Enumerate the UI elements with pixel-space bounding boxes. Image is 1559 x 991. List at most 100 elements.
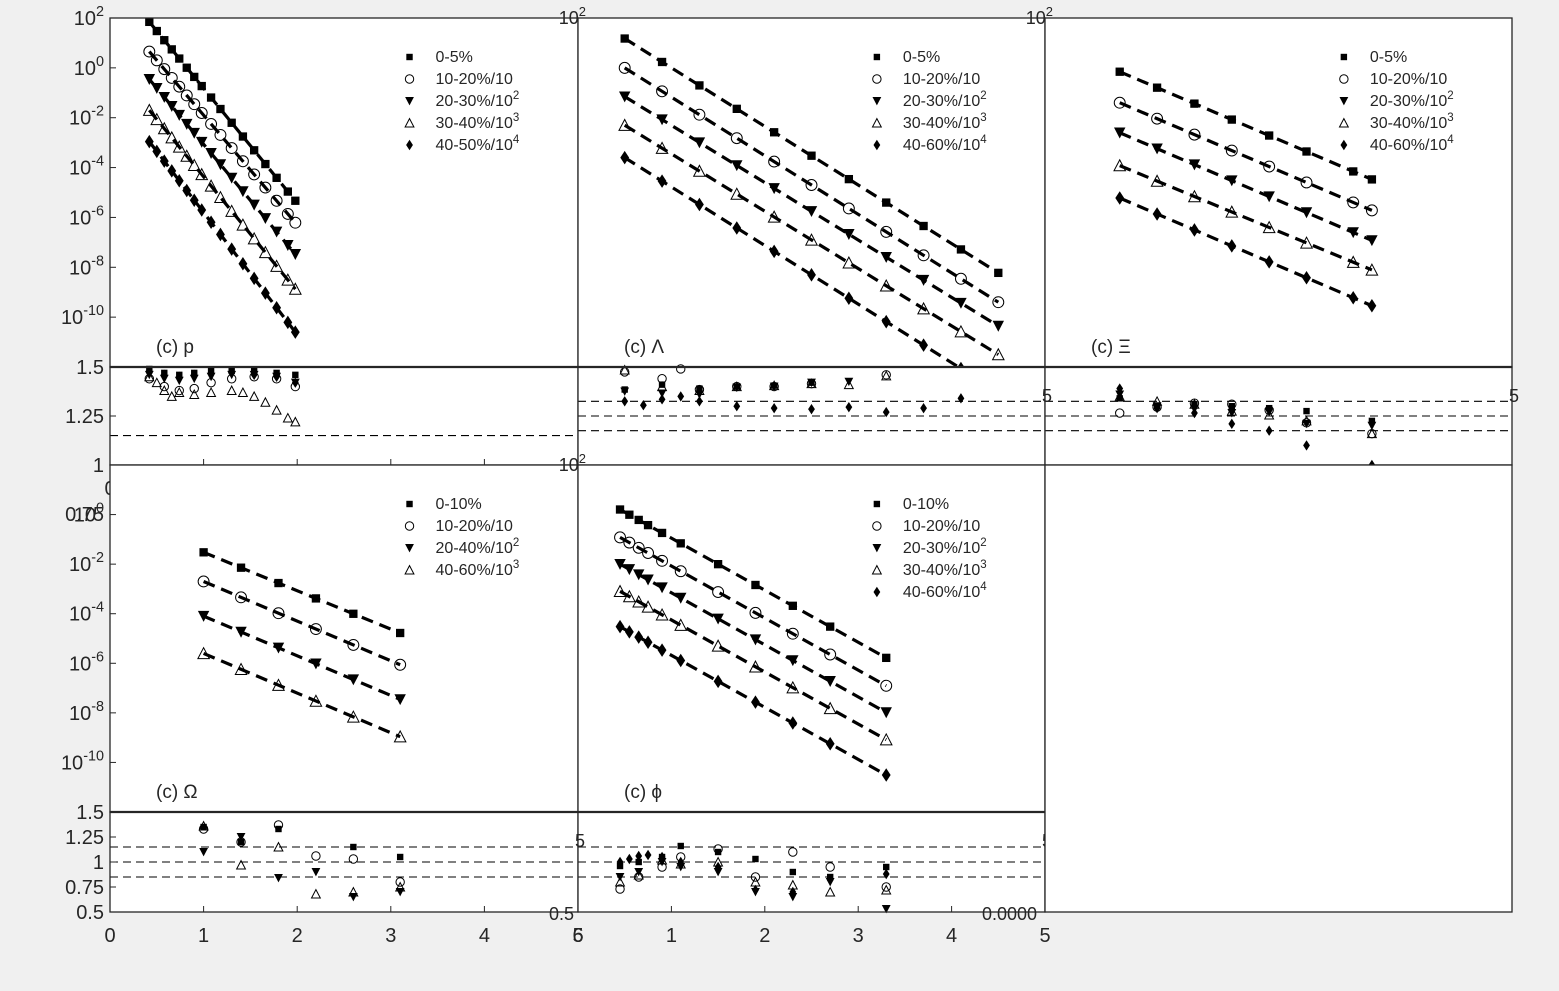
ratio-point xyxy=(274,874,283,883)
data-point xyxy=(731,160,743,172)
ratio-point xyxy=(1303,407,1310,415)
ratio-point xyxy=(826,874,834,886)
legend-label: 20-30%/102 xyxy=(1370,90,1454,110)
data-point xyxy=(787,655,799,667)
data-point xyxy=(225,172,238,184)
data-point xyxy=(880,679,893,692)
ratio-point xyxy=(151,377,163,388)
ratio-point xyxy=(752,855,759,863)
data-point xyxy=(270,259,284,272)
data-point xyxy=(260,286,270,300)
ratio-point xyxy=(199,848,208,857)
data-point xyxy=(172,140,186,153)
ratio-point xyxy=(1115,390,1125,399)
series-3 xyxy=(1113,158,1379,276)
data-point xyxy=(695,81,704,90)
data-point xyxy=(732,104,741,113)
ratio-y-tick-label: 1.5 xyxy=(76,357,104,379)
x-tick-label: 3 xyxy=(853,925,864,947)
data-point xyxy=(216,227,225,242)
data-point xyxy=(1262,220,1276,234)
fit-line xyxy=(202,614,401,701)
ratio-point xyxy=(200,823,207,831)
ratio-point xyxy=(789,868,797,876)
data-point xyxy=(272,300,282,315)
data-point xyxy=(1225,144,1238,157)
ratio-point xyxy=(614,876,626,887)
data-point xyxy=(205,148,217,159)
data-point xyxy=(692,164,706,177)
data-point xyxy=(1264,255,1274,269)
data-point xyxy=(786,680,800,694)
legend-marker xyxy=(404,117,415,128)
data-point xyxy=(655,607,669,621)
data-point xyxy=(187,158,201,171)
data-point xyxy=(880,251,892,263)
data-point xyxy=(236,155,249,168)
data-point xyxy=(182,183,192,198)
data-point xyxy=(282,240,294,251)
legend-label: 0-10% xyxy=(903,496,949,513)
ratio-y-tick-label: 1.5 xyxy=(76,802,104,824)
data-point xyxy=(270,194,283,207)
ratio-point xyxy=(1367,421,1377,431)
ratio-point xyxy=(248,390,260,401)
overlap-tick-label: 102 xyxy=(559,4,586,28)
ratio-point xyxy=(160,369,168,381)
ratio-point xyxy=(1264,408,1274,417)
fit-line xyxy=(1119,196,1373,308)
legend-label: 20-30%/102 xyxy=(436,90,520,110)
data-point xyxy=(1151,143,1163,155)
data-point xyxy=(1365,204,1378,217)
data-point xyxy=(618,118,632,131)
data-point xyxy=(394,694,406,706)
data-point xyxy=(236,563,246,572)
ratio-point xyxy=(635,858,642,866)
data-point xyxy=(624,625,634,639)
ratio-point xyxy=(144,371,155,382)
data-point xyxy=(238,257,248,271)
ratio-point xyxy=(806,378,817,389)
series-3 xyxy=(613,584,893,746)
ratio-point xyxy=(621,396,629,407)
data-point xyxy=(1347,196,1360,209)
ratio-point xyxy=(1116,383,1124,394)
y-tick-label: 10-4 xyxy=(69,600,104,626)
data-point xyxy=(825,737,835,751)
ratio-point xyxy=(1191,407,1198,419)
fit-line xyxy=(623,123,1000,356)
data-point xyxy=(843,229,855,240)
legend-label: 10-20%/10 xyxy=(436,518,513,535)
legend-label: 30-40%/103 xyxy=(903,112,987,132)
data-point xyxy=(197,646,211,660)
legend-label: 10-20%/10 xyxy=(436,71,513,88)
data-point xyxy=(197,81,206,91)
ratio-point xyxy=(205,387,217,397)
data-point xyxy=(1226,175,1238,187)
y-tick-label: 100 xyxy=(74,501,104,527)
data-point xyxy=(274,578,283,588)
data-point xyxy=(1367,175,1377,184)
data-point xyxy=(625,510,634,519)
data-point xyxy=(632,541,645,554)
data-point xyxy=(158,63,171,76)
data-point xyxy=(879,278,893,292)
data-point xyxy=(805,179,818,191)
legend: 0-5% 10-20%/10 20-30%/10230-40%/10340-60%/… xyxy=(1338,49,1454,154)
chart-panel-phi: 0-10% 10-20%/10 20-30%/10230-40%/10340-60%… xyxy=(549,451,1052,947)
legend-marker xyxy=(1340,53,1348,61)
series-4 xyxy=(1115,191,1377,313)
ratio-point xyxy=(198,820,209,831)
ratio-point xyxy=(394,881,406,892)
data-point xyxy=(657,528,667,538)
data-point xyxy=(204,179,218,192)
series-1 xyxy=(197,575,407,671)
ratio-point xyxy=(677,391,685,402)
data-point xyxy=(713,560,723,569)
ratio-point xyxy=(1153,402,1161,414)
data-point xyxy=(182,63,191,72)
ratio-point xyxy=(1226,405,1238,416)
data-point xyxy=(197,203,207,217)
data-point xyxy=(1187,189,1201,203)
ratio-point xyxy=(1302,419,1311,429)
